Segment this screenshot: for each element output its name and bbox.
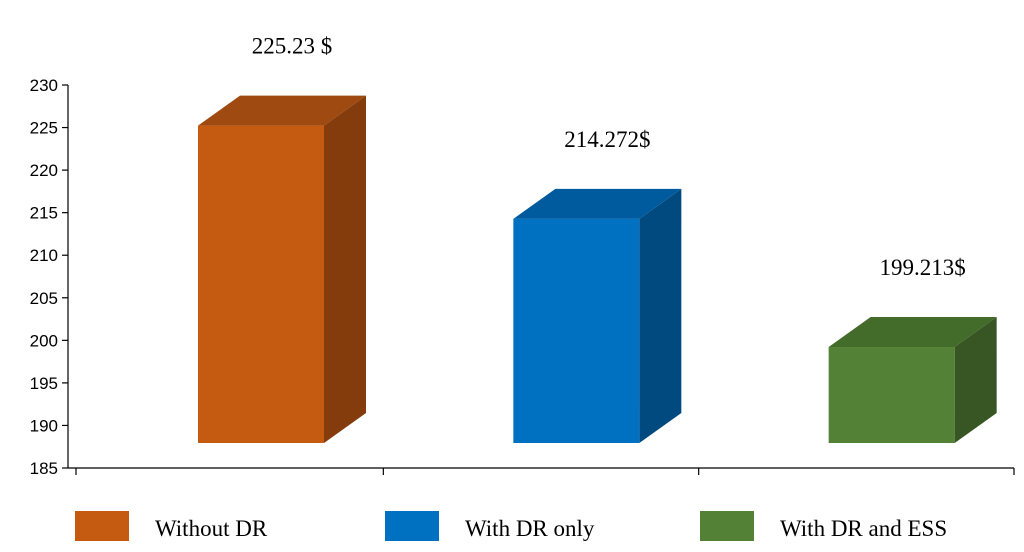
bar-front-face xyxy=(198,125,324,444)
data-label: 199.213$ xyxy=(880,255,966,280)
y-tick-label: 200 xyxy=(30,331,58,350)
y-tick-label: 230 xyxy=(30,76,58,95)
legend-item: Without DR xyxy=(75,511,268,541)
legend-item: With DR and ESS xyxy=(700,511,947,541)
legend-label: Without DR xyxy=(155,516,268,541)
legend-swatch xyxy=(75,511,129,541)
bar-top-face xyxy=(198,95,366,126)
bar-front-face xyxy=(513,218,640,443)
legend-label: With DR only xyxy=(465,516,595,541)
x-axis xyxy=(68,467,1015,475)
y-tick-label: 225 xyxy=(30,119,58,138)
data-label: 225.23 $ xyxy=(252,34,333,59)
bar-top-face xyxy=(828,317,997,348)
legend-label: With DR and ESS xyxy=(780,516,947,541)
data-label: 214.272$ xyxy=(564,127,650,152)
y-axis: 185 190 195 200 205 210 215 220 225 230 xyxy=(30,76,69,478)
bar-front-face xyxy=(828,347,955,443)
y-tick-label: 215 xyxy=(30,204,58,223)
bar-side-face xyxy=(639,188,682,443)
data-labels: 225.23 $ 214.272$ 199.213$ xyxy=(252,34,966,280)
y-tick-label: 210 xyxy=(30,246,58,265)
legend: Without DR With DR only With DR and ESS xyxy=(75,511,947,541)
bar-side-face xyxy=(954,317,997,443)
y-tick-label: 205 xyxy=(30,289,58,308)
bars xyxy=(198,95,997,444)
y-tick-label: 190 xyxy=(30,416,58,435)
y-tick-label: 185 xyxy=(30,459,58,478)
bar xyxy=(198,95,366,444)
bar xyxy=(828,317,997,443)
legend-item: With DR only xyxy=(385,511,595,541)
y-tick-label: 195 xyxy=(30,374,58,393)
bar-side-face xyxy=(324,95,366,444)
legend-swatch xyxy=(700,511,754,541)
legend-swatch xyxy=(385,511,439,541)
bar xyxy=(513,188,682,443)
y-tick-label: 220 xyxy=(30,161,58,180)
bar-top-face xyxy=(513,188,682,219)
